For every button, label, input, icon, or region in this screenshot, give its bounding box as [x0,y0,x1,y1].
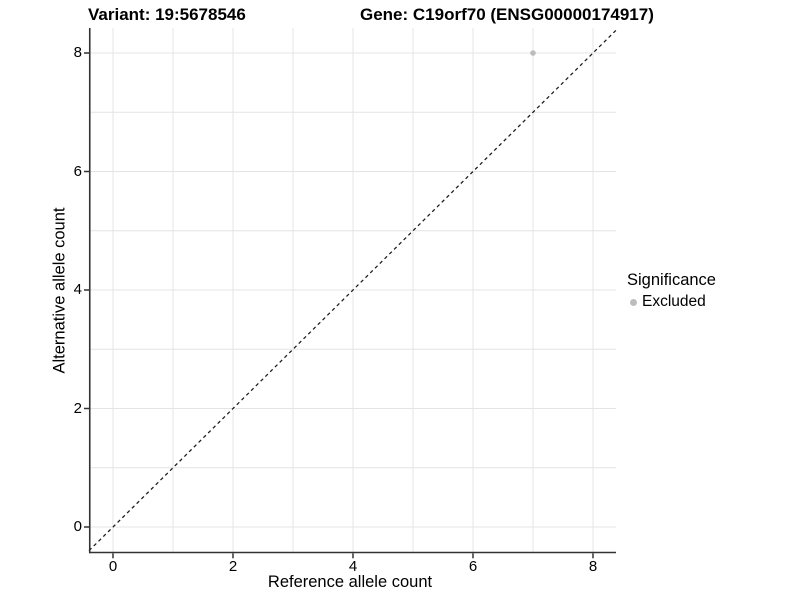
y-tick-label: 6 [73,162,82,180]
legend-item-excluded: Excluded [630,293,716,311]
legend-point-swatch-icon [630,298,637,306]
y-tick-label: 4 [73,281,82,298]
plot-title-gene: Gene: C19orf70 (ENSG00000174917) [360,5,654,24]
x-tick-label: 4 [348,558,358,575]
x-tick-label: 8 [588,558,598,575]
plot-panel-svg [84,28,617,559]
data-point [530,50,536,56]
identity-dashed-line [88,29,617,552]
legend: Significance Excluded [627,271,716,311]
x-tick-label: 2 [228,558,238,575]
plot-panel [84,28,617,559]
x-tick-label: 0 [108,558,118,575]
legend-title: Significance [627,271,716,289]
legend-item-label: Excluded [642,293,706,310]
x-tick-label: 6 [468,558,478,575]
y-tick-label: 8 [73,44,82,61]
y-tick-label: 0 [73,518,82,535]
y-tick-label: 2 [73,399,82,417]
plot-title-variant: Variant: 19:5678546 [88,5,246,24]
x-axis-title: Reference allele count [267,573,433,591]
